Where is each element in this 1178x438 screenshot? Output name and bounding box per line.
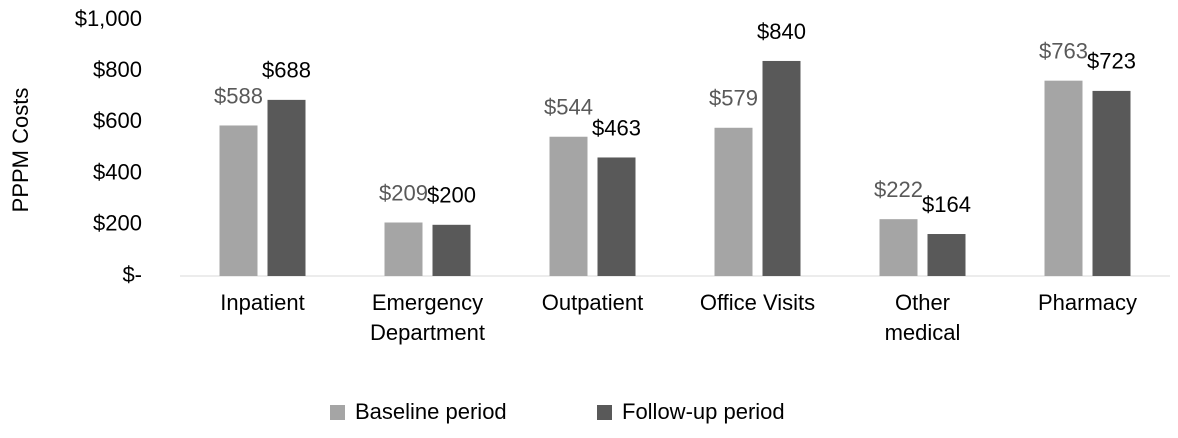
x-tick-label-box: Outpatient	[541, 290, 644, 315]
legend-swatch	[597, 405, 612, 420]
value-label: $222	[874, 177, 923, 202]
legend-swatch	[330, 405, 345, 420]
y-tick-label: $400	[93, 159, 142, 184]
bar	[597, 157, 636, 276]
legend-label: Baseline period	[355, 399, 507, 424]
y-tick-label: $-	[122, 262, 142, 287]
y-tick-label: $600	[93, 108, 142, 133]
bar	[1044, 80, 1083, 276]
x-tick-label-box: Emergency Department	[370, 290, 485, 345]
y-axis-label: PPPM Costs	[8, 88, 33, 213]
bar	[927, 234, 966, 276]
x-tick-label: Office Visits	[699, 290, 816, 315]
x-tick-label: Other medical	[884, 290, 961, 345]
x-tick-label: Pharmacy	[1037, 290, 1138, 315]
bar	[384, 222, 423, 276]
x-tick-label-box: Other medical	[884, 290, 961, 345]
value-label: $463	[592, 115, 641, 140]
y-tick-label: $800	[93, 57, 142, 82]
value-label: $840	[757, 19, 806, 44]
x-tick-label: Emergency Department	[370, 290, 485, 345]
x-tick-label-box: Inpatient	[220, 290, 305, 315]
bar	[549, 136, 588, 276]
bar	[714, 127, 753, 276]
legend-label: Follow-up period	[622, 399, 785, 424]
y-tick-label: $1,000	[75, 6, 142, 31]
bar	[1092, 90, 1131, 276]
bar	[267, 99, 306, 276]
bar	[762, 60, 801, 277]
x-tick-label-box: Office Visits	[699, 290, 816, 315]
x-tick-label-box: Pharmacy	[1037, 290, 1138, 315]
value-label: $164	[922, 192, 971, 217]
value-label: $579	[709, 86, 758, 111]
bar	[219, 125, 258, 276]
value-label: $723	[1087, 49, 1136, 74]
bar	[432, 224, 471, 276]
value-label: $209	[379, 180, 428, 205]
value-label: $688	[262, 58, 311, 83]
x-tick-label: Inpatient	[220, 290, 305, 315]
value-label: $544	[544, 95, 593, 120]
x-tick-label: Outpatient	[541, 290, 644, 315]
value-label: $763	[1039, 38, 1088, 63]
bar	[879, 219, 918, 276]
value-label: $588	[214, 83, 263, 108]
y-tick-label: $200	[93, 211, 142, 236]
value-label: $200	[427, 183, 476, 208]
